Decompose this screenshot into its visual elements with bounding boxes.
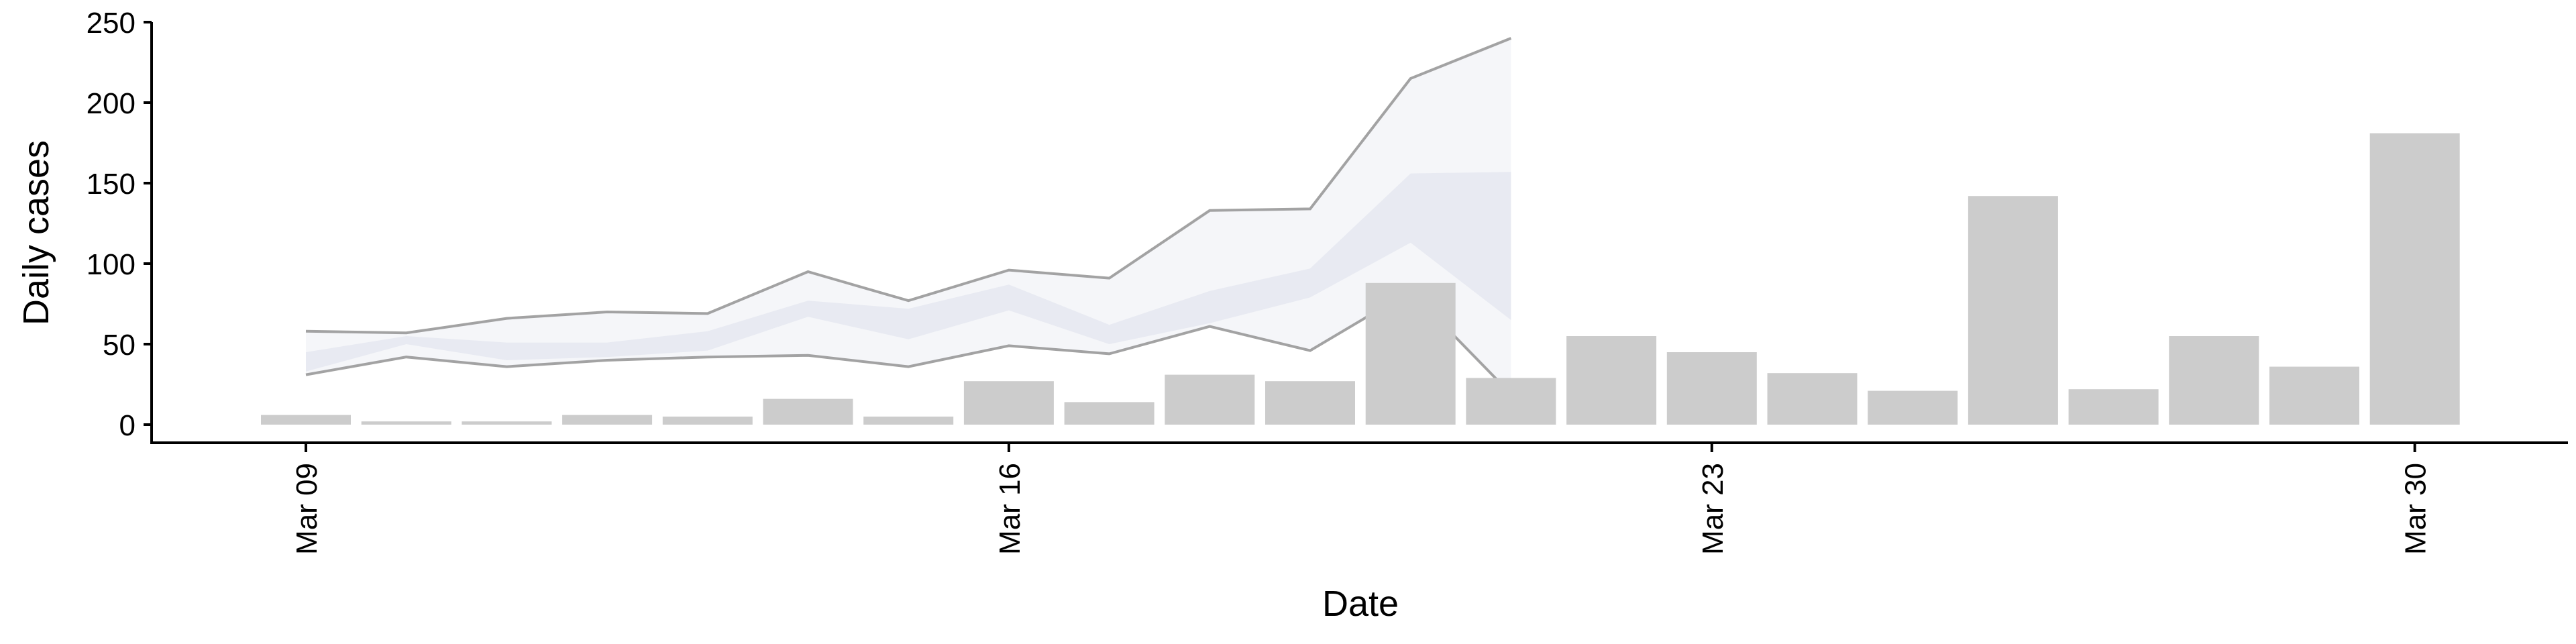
projection-bands xyxy=(305,37,1512,395)
bar-2020-03-24 xyxy=(1767,373,1858,425)
bar-2020-03-28 xyxy=(2169,336,2259,425)
bar-2020-03-25 xyxy=(1868,390,1958,425)
axes xyxy=(150,22,2568,444)
x-axis-title: Date xyxy=(1322,584,1399,624)
inner-band-area xyxy=(306,172,1511,372)
x-tick-label-2: Mar 23 xyxy=(1697,463,1729,555)
x-tick-label-1: Mar 16 xyxy=(994,463,1026,555)
y-tick-label-150: 150 xyxy=(87,168,136,201)
bar-2020-03-22 xyxy=(1566,336,1657,425)
bar-2020-03-12 xyxy=(562,415,653,425)
y-tick-label-200: 200 xyxy=(87,87,136,120)
x-tick-label-0: Mar 09 xyxy=(290,463,323,555)
bar-2020-03-14 xyxy=(763,398,853,425)
bar-2020-03-23 xyxy=(1666,352,1757,425)
daily-case-bars xyxy=(261,133,2460,425)
outer-band-upper-line xyxy=(305,37,1512,335)
x-axis-ticks: Mar 09 Mar 16 Mar 23 Mar 30 xyxy=(290,443,2432,555)
bar-2020-03-26 xyxy=(1968,196,2058,425)
bar-2020-03-15 xyxy=(863,417,954,425)
bar-2020-03-09 xyxy=(261,415,351,425)
bar-2020-03-10 xyxy=(361,421,451,425)
outer-band-lower-line xyxy=(305,289,1512,395)
bar-2020-03-20 xyxy=(1365,282,1456,425)
y-axis-title: Daily cases xyxy=(16,140,56,325)
y-tick-label-0: 0 xyxy=(119,409,136,442)
bar-2020-03-17 xyxy=(1064,402,1155,425)
y-axis-ticks: 0 50 100 150 200 250 xyxy=(87,7,152,442)
bar-2020-03-18 xyxy=(1165,374,1255,425)
bar-2020-03-13 xyxy=(662,417,753,425)
y-tick-label-50: 50 xyxy=(103,329,136,362)
bar-2020-03-19 xyxy=(1265,381,1355,425)
bar-2020-03-30 xyxy=(2369,133,2460,425)
y-tick-label-100: 100 xyxy=(87,248,136,281)
bar-2020-03-27 xyxy=(2068,389,2159,425)
y-tick-label-250: 250 xyxy=(87,7,136,40)
bar-2020-03-11 xyxy=(462,421,552,425)
outer-band-area xyxy=(306,38,1511,394)
bar-2020-03-16 xyxy=(963,381,1054,425)
bar-2020-03-21 xyxy=(1466,378,1556,425)
x-tick-label-3: Mar 30 xyxy=(2400,463,2432,555)
bar-2020-03-29 xyxy=(2269,366,2359,425)
